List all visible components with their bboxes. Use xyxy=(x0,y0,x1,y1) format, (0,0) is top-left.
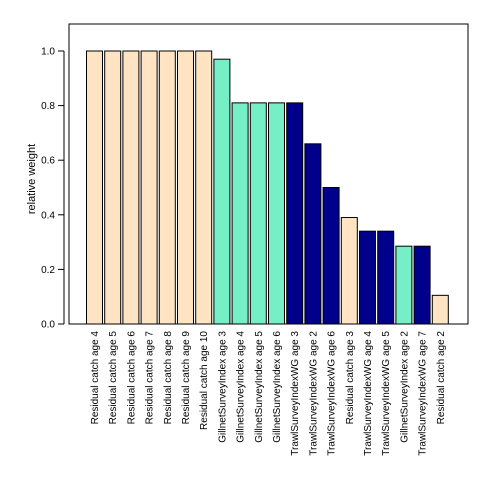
bar xyxy=(322,187,340,325)
bar xyxy=(104,50,122,325)
y-tick-label: 0.0 xyxy=(41,320,55,331)
x-tick-label: GillnetSurveyIndex age 2 xyxy=(399,331,410,443)
bars xyxy=(86,50,449,325)
bar xyxy=(86,50,103,325)
x-tick-label: Residual catch age 9 xyxy=(181,331,192,425)
x-tick-label: Residual catch age 2 xyxy=(436,331,447,425)
bar xyxy=(213,58,231,325)
x-tick-label: TrawlSurveyIndexWG age 4 xyxy=(363,331,374,456)
bar xyxy=(195,50,213,325)
y-tick-label: 0.2 xyxy=(41,265,55,276)
bar xyxy=(395,245,413,325)
x-tick-label: GillnetSurveyIndex age 3 xyxy=(217,331,228,443)
bar xyxy=(359,230,376,325)
y-tick-label: 0.4 xyxy=(41,210,55,221)
bar xyxy=(340,217,358,325)
x-tick-label: Residual catch age 3 xyxy=(345,331,356,425)
bar xyxy=(249,102,267,325)
x-tick-label: Residual catch age 5 xyxy=(108,331,119,425)
bar xyxy=(304,143,322,325)
x-tick-label: Residual catch age 8 xyxy=(163,331,174,425)
bar xyxy=(177,50,194,325)
bar xyxy=(286,102,304,325)
x-tick-label: TrawlSurveyIndexWG age 5 xyxy=(381,331,392,456)
x-tick-label: GillnetSurveyIndex age 4 xyxy=(236,331,247,443)
bar xyxy=(377,230,395,325)
bar xyxy=(122,50,140,325)
y-axis-title: relative weight xyxy=(26,144,38,214)
bar xyxy=(140,50,158,325)
x-tick-label: GillnetSurveyIndex age 5 xyxy=(254,331,265,443)
x-tick-label: GillnetSurveyIndex age 6 xyxy=(272,331,283,443)
x-tick-label: TrawlSurveyIndexWG age 7 xyxy=(418,331,429,456)
x-tick-label: Residual catch age 4 xyxy=(90,331,101,425)
bar xyxy=(158,50,176,325)
bar xyxy=(413,245,431,325)
x-tick-label: Residual catch age 7 xyxy=(145,331,156,425)
y-axis: 0.0 0.2 0.4 0.6 0.8 1.0 xyxy=(41,47,65,331)
x-axis-labels: Residual catch age 4 Residual catch age 5… xyxy=(90,331,447,456)
x-tick-label: TrawlSurveyIndexWG age 6 xyxy=(327,331,338,456)
x-tick-label: TrawlSurveyIndexWG age 3 xyxy=(290,331,301,456)
x-tick-label: Residual catch age 10 xyxy=(199,331,210,430)
bar xyxy=(431,294,449,325)
y-tick-label: 0.8 xyxy=(41,101,55,112)
x-tick-label: Residual catch age 6 xyxy=(126,331,137,425)
y-tick-label: 1.0 xyxy=(41,47,55,58)
y-tick-label: 0.6 xyxy=(41,156,55,167)
bar xyxy=(231,102,249,325)
x-tick-label: TrawlSurveyIndexWG age 2 xyxy=(308,331,319,456)
bar xyxy=(268,102,285,325)
